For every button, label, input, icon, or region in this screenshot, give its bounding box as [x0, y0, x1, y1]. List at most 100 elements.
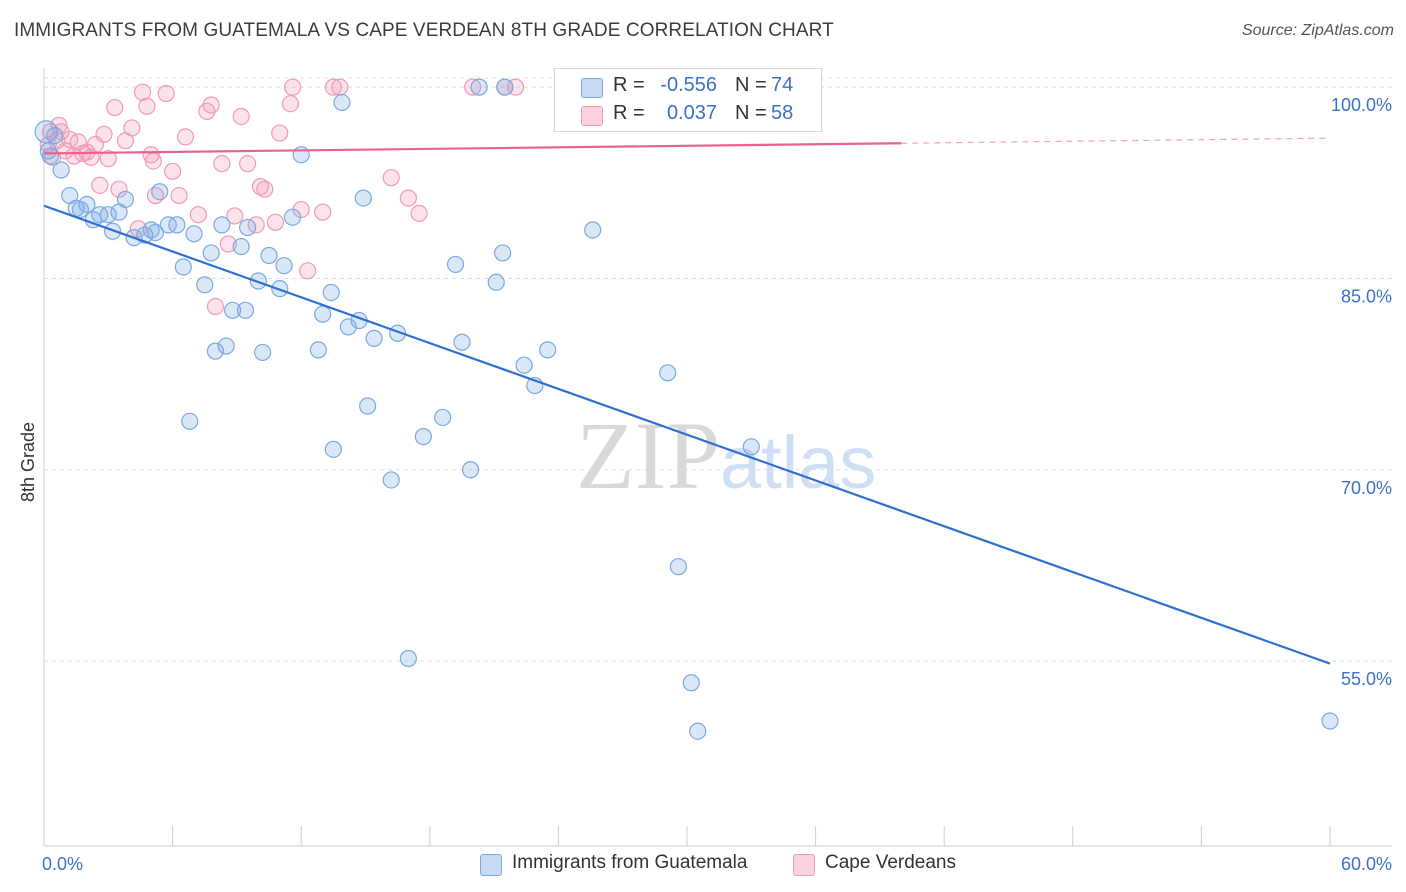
point-cape-verdeans	[226, 207, 244, 225]
point-guatemala	[168, 216, 186, 234]
point-cape-verdeans	[331, 78, 349, 96]
point-cape-verdeans	[138, 97, 156, 115]
point-guatemala	[151, 183, 169, 201]
point-cape-verdeans	[219, 235, 237, 253]
point-guatemala	[682, 674, 700, 692]
point-cape-verdeans	[399, 189, 417, 207]
point-cape-verdeans	[284, 78, 302, 96]
point-cape-verdeans	[142, 146, 160, 164]
point-guatemala	[284, 208, 302, 226]
point-cape-verdeans	[299, 262, 317, 280]
point-guatemala	[434, 408, 452, 427]
point-guatemala	[78, 195, 96, 214]
legend-swatch-cape-verdeans	[581, 106, 603, 126]
trendline-cape-verdeans-extension	[901, 137, 1331, 144]
point-cape-verdeans	[410, 204, 428, 222]
point-guatemala	[116, 190, 135, 208]
series-cape-verdeans-points	[39, 78, 525, 316]
point-guatemala	[314, 305, 332, 323]
point-guatemala	[414, 427, 432, 446]
point-guatemala	[669, 558, 688, 576]
point-cape-verdeans	[232, 107, 250, 126]
point-guatemala	[515, 356, 533, 374]
point-guatemala	[494, 244, 512, 262]
point-cape-verdeans	[314, 203, 332, 221]
point-guatemala	[239, 218, 257, 237]
point-guatemala	[146, 223, 165, 242]
bottom-legend-label: Cape Verdeans	[825, 852, 956, 873]
point-guatemala	[470, 78, 488, 96]
point-cape-verdeans	[189, 206, 207, 224]
point-guatemala	[453, 333, 471, 351]
point-guatemala	[206, 342, 225, 360]
y-tick-label: 100.0%	[1331, 95, 1392, 115]
point-cape-verdeans	[170, 186, 188, 205]
bottom-legend-swatch	[793, 854, 815, 876]
point-guatemala	[275, 257, 293, 275]
stats-legend: R = -0.556 N = 74 R = 0.037 N = 58	[554, 68, 822, 132]
legend-n-label: N =	[735, 102, 767, 124]
point-guatemala	[236, 301, 255, 319]
legend-n-value: 74	[771, 74, 794, 96]
point-guatemala	[99, 206, 117, 224]
point-cape-verdeans	[91, 176, 109, 194]
trendline-guatemala	[43, 204, 1331, 665]
legend-r-label: R =	[613, 102, 645, 124]
point-guatemala	[659, 364, 677, 382]
point-guatemala	[365, 329, 383, 347]
point-cape-verdeans	[133, 83, 152, 101]
point-guatemala	[217, 337, 235, 355]
point-guatemala	[46, 126, 64, 145]
point-guatemala	[254, 343, 272, 362]
point-cape-verdeans	[129, 220, 147, 238]
point-guatemala	[584, 221, 602, 239]
chart-title: IMMIGRANTS FROM GUATEMALA VS CAPE VERDEA…	[14, 20, 834, 41]
point-guatemala	[354, 189, 372, 207]
point-cape-verdeans	[324, 78, 342, 96]
point-guatemala	[181, 412, 199, 430]
point-guatemala	[742, 438, 760, 456]
y-tick-label: 70.0%	[1341, 478, 1392, 498]
bottom-legend-swatch	[480, 854, 502, 876]
trend-lines	[43, 137, 1331, 665]
point-guatemala	[232, 237, 250, 256]
point-guatemala	[446, 255, 465, 274]
point-guatemala	[339, 318, 357, 336]
point-cape-verdeans	[464, 78, 482, 96]
point-cape-verdeans	[239, 155, 257, 173]
y-axis-label: 8th Grade	[18, 422, 38, 502]
point-guatemala	[292, 146, 310, 164]
legend-r-label: R =	[613, 74, 645, 96]
point-cape-verdeans	[256, 180, 274, 198]
point-cape-verdeans	[95, 125, 113, 143]
point-cape-verdeans	[50, 116, 68, 134]
point-cape-verdeans	[202, 96, 220, 114]
tick-labels: 100.0% 85.0% 70.0% 55.0% 0.0% 60.0%	[42, 95, 1392, 874]
x-tick-label: 0.0%	[42, 854, 83, 874]
point-guatemala	[196, 276, 214, 294]
point-guatemala	[41, 147, 60, 165]
point-guatemala	[202, 244, 220, 262]
point-cape-verdeans	[382, 169, 400, 187]
watermark-zip: ZIP	[576, 402, 720, 509]
point-guatemala	[461, 461, 480, 479]
point-cape-verdeans	[213, 155, 231, 173]
point-guatemala	[382, 471, 400, 489]
point-guatemala	[539, 341, 557, 359]
point-cape-verdeans	[206, 297, 225, 316]
point-guatemala	[496, 78, 514, 96]
point-guatemala	[52, 161, 70, 179]
point-guatemala	[324, 440, 342, 458]
point-cape-verdeans	[144, 152, 162, 170]
point-guatemala	[224, 301, 242, 319]
point-cape-verdeans	[176, 128, 195, 146]
point-cape-verdeans	[271, 124, 289, 142]
bottom-legend-label: Immigrants from Guatemala	[512, 852, 748, 873]
legend-r-value: 0.037	[666, 102, 717, 124]
source-label: Source: ZipAtlas.com	[1241, 22, 1394, 39]
legend-n-label: N =	[735, 74, 767, 96]
axes	[43, 68, 1392, 847]
point-guatemala	[322, 283, 340, 302]
point-cape-verdeans	[110, 180, 128, 198]
